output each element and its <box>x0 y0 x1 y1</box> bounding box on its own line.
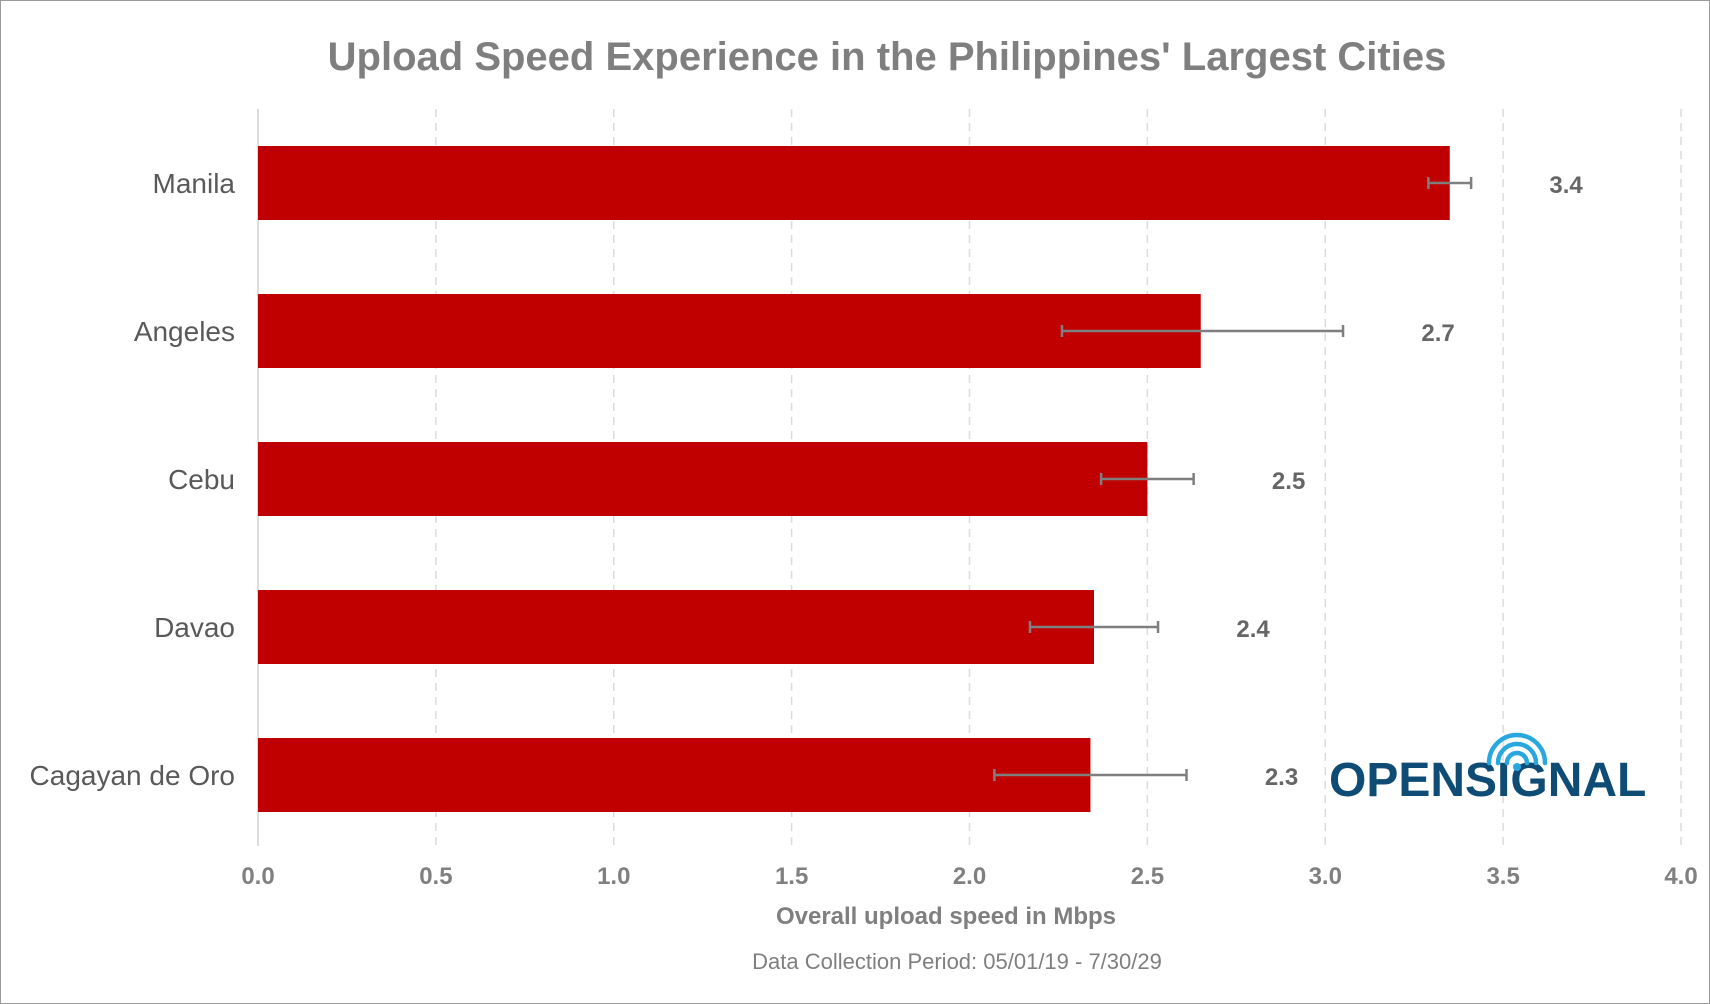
signal-arc <box>1495 741 1539 766</box>
error-bar <box>1099 473 1195 485</box>
x-tick-label: 0.0 <box>241 863 274 890</box>
bar-4 <box>258 738 1091 812</box>
x-tick-label: 1.5 <box>775 863 808 890</box>
signal-arc <box>1504 750 1530 766</box>
x-tick-label: 4.0 <box>1664 863 1697 890</box>
x-tick-label: 1.0 <box>597 863 630 890</box>
signal-icon <box>1486 732 1548 771</box>
value-label: 2.4 <box>1236 616 1270 643</box>
x-axis-title: Overall upload speed in Mbps <box>776 903 1116 930</box>
value-labels: 3.4 2.7 2.5 2.4 2.3 <box>1236 172 1583 791</box>
value-label: 2.7 <box>1421 320 1454 347</box>
x-tick-labels: 0.0 0.5 1.0 1.5 2.0 2.5 3.0 3.5 4.0 <box>241 863 1697 890</box>
category-label: Cebu <box>168 464 235 495</box>
category-labels: Manila Angeles Cebu Davao Cagayan de Oro <box>30 168 236 791</box>
category-label: Angeles <box>134 316 235 347</box>
category-label: Davao <box>154 612 235 643</box>
category-label: Cagayan de Oro <box>30 760 235 791</box>
error-bar <box>1427 177 1473 189</box>
bar-2 <box>258 442 1148 516</box>
x-tick-label: 3.0 <box>1309 863 1342 890</box>
bar-3 <box>258 590 1095 664</box>
error-bar <box>1060 325 1345 337</box>
category-label: Manila <box>153 168 236 199</box>
bar-0 <box>258 146 1450 220</box>
data-collection-note: Data Collection Period: 05/01/19 - 7/30/… <box>752 949 1162 974</box>
value-label: 2.3 <box>1265 764 1298 791</box>
bars <box>258 146 1450 812</box>
error-bars <box>993 177 1473 781</box>
opensignal-logo: OPENSIGNAL <box>1329 732 1646 807</box>
error-bar <box>1028 621 1160 633</box>
bar-1 <box>258 294 1201 368</box>
x-tick-label: 2.5 <box>1131 863 1164 890</box>
signal-dot <box>1513 763 1521 771</box>
x-tick-label: 2.0 <box>953 863 986 890</box>
error-bar <box>993 769 1188 781</box>
value-label: 3.4 <box>1549 172 1583 199</box>
x-tick-label: 3.5 <box>1486 863 1519 890</box>
signal-arc <box>1486 732 1548 766</box>
value-label: 2.5 <box>1272 468 1305 495</box>
x-tick-label: 0.5 <box>419 863 452 890</box>
chart-title: Upload Speed Experience in the Philippin… <box>328 35 1447 79</box>
